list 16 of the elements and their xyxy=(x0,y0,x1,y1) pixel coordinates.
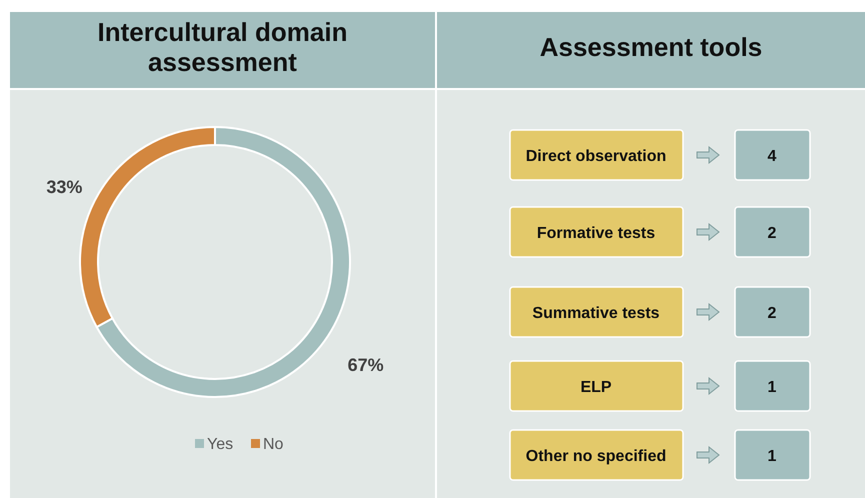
data-label: 2 xyxy=(768,225,777,242)
data-label: 1 xyxy=(768,448,777,465)
data-label: 2 xyxy=(768,305,777,322)
category-label: Formative tests xyxy=(536,225,656,242)
data-label: 67% xyxy=(348,355,384,376)
category-label: Summative tests xyxy=(532,305,660,322)
legend-label: No xyxy=(263,436,284,453)
data-label: 1 xyxy=(768,379,777,396)
category-label: ELP xyxy=(580,379,612,396)
category-label: Direct observation xyxy=(526,148,666,165)
data-label: 4 xyxy=(768,148,777,165)
category-label: Other no specified xyxy=(526,448,666,465)
data-label: 33% xyxy=(46,176,82,197)
chart-title: Intercultural domain assessment xyxy=(98,17,348,77)
legend-label: Yes xyxy=(207,436,234,453)
text: Assessment tools xyxy=(540,32,762,62)
